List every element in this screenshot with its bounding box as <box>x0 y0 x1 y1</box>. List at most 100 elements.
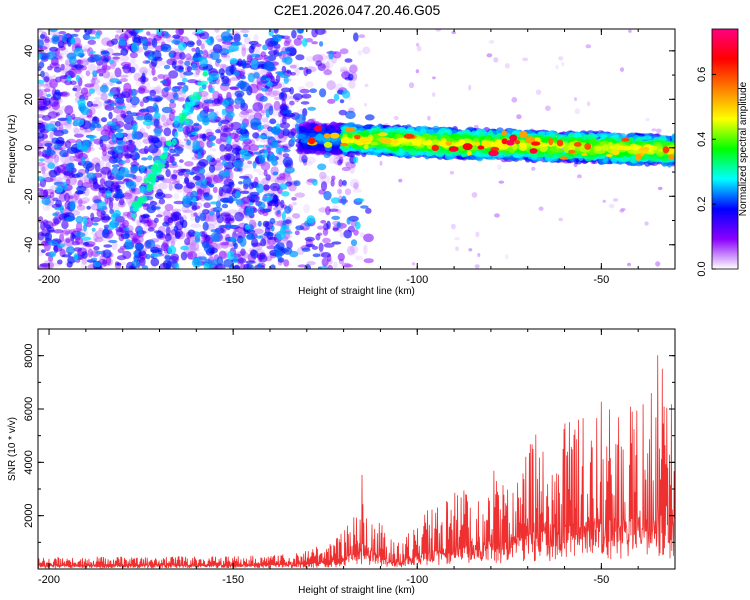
heatmap-cell <box>272 207 278 211</box>
heatmap-cell <box>129 52 138 59</box>
heatmap-cell <box>188 94 196 101</box>
heatmap-cell <box>241 59 247 70</box>
heatmap-cell <box>132 214 137 220</box>
heatmap-cell <box>86 36 97 40</box>
heatmap-cell <box>239 237 247 247</box>
heatmap-cell <box>280 199 285 209</box>
heatmap-cell <box>468 84 472 91</box>
heatmap-cell <box>44 36 50 41</box>
heatmap-cell <box>233 33 241 43</box>
heatmap-cell <box>132 200 139 205</box>
heatmap-cell <box>120 160 126 165</box>
heatmap-cell <box>311 41 318 45</box>
heatmap-cell <box>107 170 112 179</box>
heatmap-cell <box>301 93 312 99</box>
heatmap-cell <box>103 226 109 234</box>
heatmap-cell <box>227 250 235 261</box>
heatmap-cell <box>321 257 329 267</box>
heatmap-cell <box>561 61 565 67</box>
heatmap-cell <box>139 66 148 75</box>
heatmap-cell <box>91 78 96 86</box>
heatmap-cell <box>210 232 221 243</box>
heatmap-cell <box>284 230 293 235</box>
heatmap-cell <box>85 70 91 77</box>
heatmap-cell <box>190 223 202 228</box>
heatmap-cell <box>182 87 187 94</box>
heatmap-cell <box>238 136 250 142</box>
heatmap-cell <box>91 227 96 232</box>
heatmap-cell <box>108 197 114 202</box>
heatmap-cell <box>297 264 307 268</box>
heatmap-cell <box>353 182 359 190</box>
heatmap-cell <box>243 165 252 169</box>
heatmap-cell <box>157 165 163 173</box>
heatmap-cell <box>96 201 107 211</box>
heatmap-cell <box>257 263 262 268</box>
heatmap-cell <box>126 180 137 189</box>
heatmap-cell <box>66 74 72 83</box>
heatmap-cell <box>260 238 267 247</box>
heatmap-cell <box>147 53 156 61</box>
heatmap-cell <box>346 217 351 225</box>
heatmap-cell <box>142 213 150 219</box>
heatmap-cell <box>250 249 259 259</box>
heatmap-cell <box>416 45 422 52</box>
heatmap-cell <box>225 153 236 162</box>
heatmap-cell <box>190 131 199 135</box>
heatmap-cell <box>281 87 292 93</box>
heatmap-cell <box>345 110 356 120</box>
heatmap-cell <box>141 108 150 112</box>
heatmap-cell <box>331 241 342 245</box>
heatmap-cell <box>84 129 93 133</box>
heatmap-cell <box>209 136 215 142</box>
heatmap-cell <box>143 177 151 184</box>
heatmap-cell <box>221 160 228 166</box>
heatmap-cell <box>271 138 278 147</box>
heatmap-cell <box>147 183 154 191</box>
heatmap-cell <box>280 105 289 111</box>
heatmap-cell <box>200 43 205 50</box>
heatmap-cell <box>305 68 312 75</box>
heatmap-cell <box>59 149 69 158</box>
heatmap-cell <box>289 100 295 106</box>
heatmap-cell <box>645 118 650 122</box>
heatmap-cell <box>86 100 93 108</box>
heatmap-cell <box>212 186 218 194</box>
heatmap-cell <box>108 221 116 230</box>
heatmap-cell <box>38 122 46 133</box>
heatmap-cell <box>153 206 161 210</box>
heatmap-cell <box>247 160 253 165</box>
heatmap-cell <box>131 260 140 268</box>
heatmap-cell <box>101 210 106 215</box>
heatmap-cell <box>101 154 110 162</box>
heatmap-cell <box>177 125 184 132</box>
heatmap-cell <box>265 174 271 181</box>
heatmap-cell <box>52 91 62 101</box>
heatmap-cell <box>342 90 351 99</box>
heatmap-cell <box>119 55 130 62</box>
heatmap-cell <box>165 169 171 178</box>
heatmap-cell <box>171 174 178 180</box>
heatmap-cell <box>628 29 632 33</box>
heatmap-cell <box>98 73 104 77</box>
heatmap-cell <box>320 252 331 258</box>
heatmap-cell <box>101 216 112 221</box>
heatmap-cell <box>343 264 353 268</box>
heatmap-cell <box>125 245 134 250</box>
heatmap-cell <box>326 220 331 230</box>
heatmap-cell <box>173 192 180 200</box>
heatmap-cell <box>184 161 194 167</box>
heatmap-cell <box>257 144 265 148</box>
heatmap-cell <box>73 64 85 69</box>
heatmap-cell <box>192 196 197 203</box>
heatmap-cell <box>233 159 244 169</box>
heatmap-cell <box>225 224 236 228</box>
heatmap-cell <box>555 64 559 70</box>
heatmap-cell <box>454 237 460 241</box>
heatmap-cell <box>51 137 59 144</box>
heatmap-cell <box>186 139 192 146</box>
heatmap-cell <box>293 38 302 46</box>
heatmap-cell <box>40 70 45 78</box>
heatmap-cell <box>317 225 324 230</box>
heatmap-cell <box>408 82 415 89</box>
